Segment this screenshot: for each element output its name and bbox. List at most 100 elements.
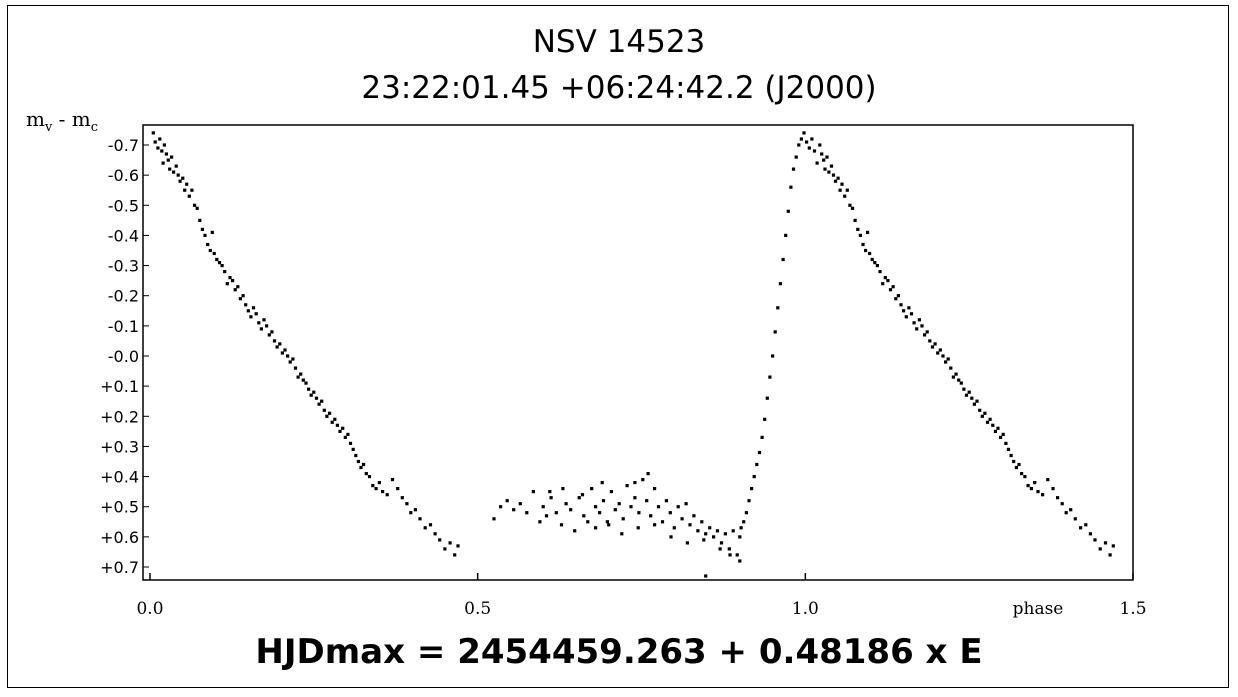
data-point <box>888 288 893 292</box>
data-point <box>1056 496 1060 500</box>
y-tick-label: +0.3 <box>100 437 139 456</box>
data-point <box>712 535 716 539</box>
data-point <box>374 487 378 491</box>
data-point <box>200 227 204 231</box>
data-point <box>185 182 189 186</box>
data-point <box>190 188 194 192</box>
data-point <box>641 478 645 482</box>
data-point <box>794 155 798 159</box>
data-point <box>206 242 210 247</box>
data-point <box>531 490 535 494</box>
data-point <box>875 264 879 268</box>
data-point <box>850 206 855 210</box>
data-point <box>812 149 817 153</box>
y-tick-label: +0.4 <box>100 468 139 487</box>
data-point <box>223 270 227 274</box>
y-axis-label-sub-v: v <box>44 120 53 135</box>
data-point <box>220 264 224 268</box>
data-point <box>400 496 404 500</box>
data-point <box>752 475 756 479</box>
data-point <box>385 493 389 497</box>
data-point <box>936 351 940 355</box>
data-point <box>356 459 360 464</box>
data-point <box>784 233 788 237</box>
data-point <box>162 143 166 147</box>
data-point <box>605 520 609 524</box>
data-point <box>195 206 199 210</box>
data-points <box>151 131 1115 578</box>
data-point <box>1036 490 1040 494</box>
data-point <box>836 176 840 180</box>
data-point <box>820 152 824 156</box>
data-point <box>272 339 277 343</box>
y-tick-label: -0.4 <box>108 226 139 245</box>
data-point <box>257 321 261 325</box>
data-point <box>233 288 237 292</box>
data-point <box>231 279 235 283</box>
data-point <box>786 209 790 213</box>
data-point <box>685 541 689 545</box>
data-point <box>831 173 836 177</box>
data-point <box>684 502 688 506</box>
data-point <box>700 520 704 524</box>
data-point <box>453 553 457 557</box>
data-point <box>286 354 290 358</box>
data-point <box>1103 541 1108 545</box>
data-point <box>1004 441 1008 445</box>
data-point <box>760 435 764 439</box>
y-tick-label: -0.6 <box>108 166 139 185</box>
data-point <box>996 426 1000 430</box>
data-point <box>362 462 366 467</box>
data-point <box>573 529 577 533</box>
data-point <box>629 505 633 509</box>
data-point <box>802 131 806 135</box>
data-point <box>296 375 300 379</box>
data-point <box>187 194 191 198</box>
data-point <box>967 390 971 394</box>
data-point <box>848 203 852 207</box>
data-point <box>262 318 266 322</box>
data-point <box>198 218 202 222</box>
data-point <box>594 526 598 530</box>
data-point <box>672 526 676 530</box>
data-point <box>208 248 212 253</box>
data-point <box>215 257 219 262</box>
data-point <box>637 511 641 515</box>
data-point <box>244 303 248 307</box>
x-tick-label: 0.0 <box>136 599 163 619</box>
data-point <box>823 167 827 171</box>
data-point <box>172 170 176 174</box>
data-point <box>822 158 826 162</box>
data-point <box>856 227 860 231</box>
data-point <box>715 529 720 533</box>
data-point <box>883 276 887 280</box>
data-point <box>949 366 953 370</box>
data-point <box>156 146 160 150</box>
data-point <box>1046 478 1050 482</box>
data-point <box>418 517 422 521</box>
data-point <box>1023 475 1027 479</box>
data-point <box>299 372 303 376</box>
data-point <box>609 490 613 494</box>
data-point <box>203 233 207 237</box>
data-point <box>254 312 258 316</box>
data-point <box>322 408 326 412</box>
data-point <box>409 511 413 515</box>
data-point <box>1020 472 1024 476</box>
data-point <box>512 508 516 512</box>
plot-area <box>142 124 1134 581</box>
data-point <box>891 285 895 289</box>
y-tick-label: +0.2 <box>100 407 139 426</box>
ephemeris-formula: HJDmax = 2454459.263 + 0.48186 x E <box>255 632 983 672</box>
data-point <box>799 137 803 141</box>
data-point <box>833 179 838 183</box>
data-point <box>1006 447 1011 451</box>
data-point <box>1084 523 1088 527</box>
data-point <box>236 285 240 289</box>
x-tick-label: 1.0 <box>792 599 819 619</box>
data-point <box>1079 526 1083 530</box>
data-point <box>972 402 976 406</box>
data-point <box>301 378 305 382</box>
data-point <box>807 146 811 150</box>
y-axis-label-sub-c: c <box>90 120 99 135</box>
